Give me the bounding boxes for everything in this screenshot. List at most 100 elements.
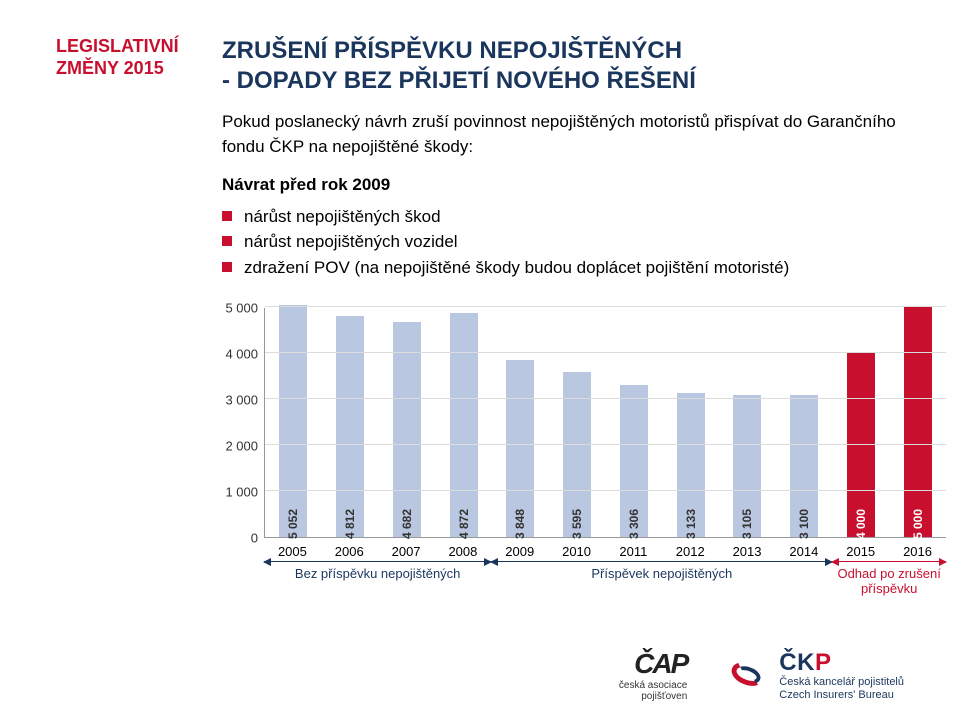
header-row: LEGISLATIVNÍ ZMĚNY 2015 ZRUŠENÍ PŘÍSPĚVK…	[56, 36, 904, 280]
chart-bar-value-label: 3 595	[570, 509, 584, 539]
chart-bar: 3 595	[563, 372, 591, 537]
chart-period-label: Odhad po zrušení příspěvku	[832, 566, 946, 596]
chart-period: Příspěvek nepojištěných	[491, 561, 832, 581]
logo-ckp: ČKP Česká kancelář pojistitelů Czech Ins…	[731, 649, 904, 702]
chart-bar: 4 872	[450, 313, 478, 537]
logo-cap: ČAP česká asociace pojišťoven	[619, 648, 687, 702]
chart-x-tick: 2010	[548, 538, 605, 559]
chart-period: Odhad po zrušení příspěvku	[832, 561, 946, 596]
chart-x-tick: 2013	[719, 538, 776, 559]
chart-bar: 3 848	[506, 360, 534, 537]
chart-x-tick: 2014	[775, 538, 832, 559]
chart-y-tick: 1 000	[225, 485, 258, 500]
chart-bar-value-label: 4 872	[457, 509, 471, 539]
chart-bar: 4 000	[847, 353, 875, 537]
chart-bar: 4 812	[336, 316, 364, 537]
chart-plot: 5 052 4 812 4 682 4 872 3 848 3 595 3 306 3 133…	[264, 308, 946, 538]
bullet-item: nárůst nepojištěných vozidel	[222, 229, 904, 255]
chart: 0 1 000 2 000 3 000 4 000 5 000 5 052 4 812 4 6…	[216, 308, 946, 621]
chart-bar-column: 5 000	[889, 308, 946, 537]
chart-bar-value-label: 3 306	[627, 509, 641, 539]
chart-x-tick: 2005	[264, 538, 321, 559]
chart-bar: 3 100	[790, 395, 818, 538]
chart-bar-column: 3 848	[492, 308, 549, 537]
chart-bar-column: 3 133	[662, 308, 719, 537]
chart-x-tick: 2015	[832, 538, 889, 559]
chart-x-tick: 2016	[889, 538, 946, 559]
chart-y-tick: 4 000	[225, 347, 258, 362]
chart-bar-value-label: 5 000	[911, 509, 925, 539]
chart-bar: 4 682	[393, 322, 421, 537]
bullet-item: zdražení POV (na nepojištěné škody budou…	[222, 255, 904, 281]
chart-x-tick: 2011	[605, 538, 662, 559]
chart-bar: 5 000	[904, 307, 932, 537]
chart-bar-value-label: 4 000	[854, 509, 868, 539]
chart-period: Bez příspěvku nepojištěných	[264, 561, 491, 581]
chart-period-row: Bez příspěvku nepojištěnýchPříspěvek nep…	[264, 561, 946, 621]
chart-plot-area: 01 0002 0003 0004 0005 000 5 0524 8124 6…	[216, 308, 946, 538]
chart-bar-value-label: 4 812	[343, 509, 357, 539]
chart-bar-value-label: 3 133	[684, 509, 698, 539]
chart-grid-line	[265, 490, 946, 491]
logo-ckp-text: ČKP Česká kancelář pojistitelů Czech Ins…	[779, 649, 904, 702]
chart-bar-column: 3 306	[606, 308, 663, 537]
logo-cap-mark: ČAP	[634, 648, 687, 680]
main-title-line1: ZRUŠENÍ PŘÍSPĚVKU NEPOJIŠTĚNÝCH	[222, 36, 904, 66]
chart-period-arrow	[832, 561, 946, 562]
bullet-list: nárůst nepojištěných škodnárůst nepojišt…	[222, 204, 904, 281]
chart-bar-column: 3 595	[549, 308, 606, 537]
chart-bar: 3 133	[677, 393, 705, 537]
chart-y-tick: 3 000	[225, 393, 258, 408]
chart-y-axis: 01 0002 0003 0004 0005 000	[216, 308, 264, 538]
logo-ckp-sub2: Czech Insurers' Bureau	[779, 689, 894, 701]
navrat-text: Návrat před rok 2009	[222, 173, 904, 198]
chart-y-tick: 2 000	[225, 439, 258, 454]
chart-x-tick: 2006	[321, 538, 378, 559]
logo-ckp-sub1: Česká kancelář pojistitelů	[779, 676, 904, 688]
chart-bar-value-label: 3 105	[740, 509, 754, 539]
bullet-item: nárůst nepojištěných škod	[222, 204, 904, 230]
chart-bar-column: 5 052	[265, 308, 322, 537]
chart-bar-column: 4 812	[322, 308, 379, 537]
main-column: ZRUŠENÍ PŘÍSPĚVKU NEPOJIŠTĚNÝCH - DOPADY…	[222, 36, 904, 280]
footer-logos: ČAP česká asociace pojišťoven ČKP Česká …	[619, 648, 904, 702]
chart-period-label: Bez příspěvku nepojištěných	[264, 566, 491, 581]
chart-bars: 5 052 4 812 4 682 4 872 3 848 3 595 3 306 3 133…	[265, 308, 946, 537]
chart-period-arrow	[264, 561, 491, 562]
chart-period-arrow	[491, 561, 832, 562]
chart-x-axis: 2005200620072008200920102011201220132014…	[264, 538, 946, 559]
chart-bar: 3 306	[620, 385, 648, 537]
chart-grid-line	[265, 444, 946, 445]
sidebar-title: LEGISLATIVNÍ ZMĚNY 2015	[56, 36, 204, 79]
chart-bar: 3 105	[733, 395, 761, 538]
main-title: ZRUŠENÍ PŘÍSPĚVKU NEPOJIŠTĚNÝCH - DOPADY…	[222, 36, 904, 96]
chart-period-label: Příspěvek nepojištěných	[491, 566, 832, 581]
chart-bar-value-label: 3 848	[513, 509, 527, 539]
intro-paragraph: Pokud poslanecký návrh zruší povinnost n…	[222, 110, 904, 159]
chart-bar: 5 052	[279, 305, 307, 537]
chart-grid-line	[265, 352, 946, 353]
chart-x-tick: 2012	[662, 538, 719, 559]
chart-bar-value-label: 5 052	[286, 509, 300, 539]
logo-cap-sub1: česká asociace	[619, 680, 687, 691]
chart-bar-value-label: 3 100	[797, 509, 811, 539]
chart-grid-line	[265, 398, 946, 399]
chart-bar-value-label: 4 682	[400, 509, 414, 539]
chart-y-tick: 5 000	[225, 301, 258, 316]
logo-ckp-mark: ČKP	[779, 649, 831, 677]
chart-bar-column: 4 872	[435, 308, 492, 537]
logo-cap-sub2: pojišťoven	[641, 691, 687, 702]
chart-y-tick: 0	[251, 531, 258, 546]
chart-x-tick: 2008	[434, 538, 491, 559]
chart-bar-column: 4 000	[833, 308, 890, 537]
chart-x-tick: 2009	[491, 538, 548, 559]
sidebar-title-line1: LEGISLATIVNÍ	[56, 36, 204, 58]
chart-bar-column: 3 100	[776, 308, 833, 537]
logo-ckp-swoosh-icon	[731, 657, 771, 693]
chart-bar-column: 4 682	[379, 308, 436, 537]
chart-x-tick: 2007	[378, 538, 435, 559]
chart-bar-column: 3 105	[719, 308, 776, 537]
slide: LEGISLATIVNÍ ZMĚNY 2015 ZRUŠENÍ PŘÍSPĚVK…	[0, 0, 960, 720]
main-title-line2: - DOPADY BEZ PŘIJETÍ NOVÉHO ŘEŠENÍ	[222, 66, 904, 96]
chart-grid-line	[265, 306, 946, 307]
